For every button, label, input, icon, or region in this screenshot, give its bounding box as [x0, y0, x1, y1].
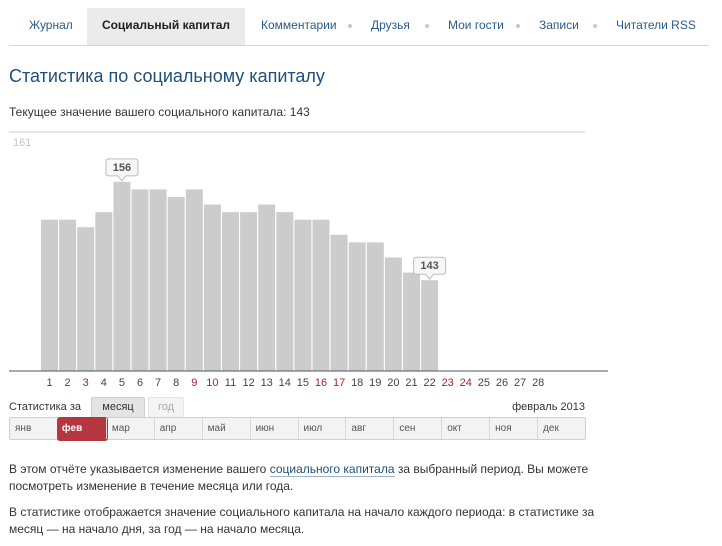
tab-separator-dot: [516, 24, 520, 28]
x-tick-labels: 1 2 3 4 5 6 7 8 9 10 11 12 13 14 15 16 17 18 19 20 21 22 23 24 2…: [46, 377, 544, 389]
x-tick-label: 19: [369, 377, 381, 389]
description-paragraph-1: В этом отчёте указывается изменение ваше…: [9, 461, 599, 495]
x-tick-label: 14: [279, 377, 291, 389]
x-tick-label: 5: [119, 377, 125, 389]
chart-bar-day-12: [240, 212, 258, 371]
x-tick-label: 12: [242, 377, 254, 389]
x-tick-label: 10: [206, 377, 218, 389]
x-tick-label: 21: [405, 377, 417, 389]
tab-comments[interactable]: Комментарии: [261, 18, 337, 32]
month-7[interactable]: июл: [297, 418, 346, 439]
tab-posts[interactable]: Записи: [539, 18, 579, 32]
chart-bar-day-22: [421, 280, 439, 371]
page-title: Статистика по социальному капиталу: [9, 66, 325, 86]
x-tick-label: 9: [191, 377, 197, 389]
period-year-button[interactable]: год: [148, 397, 184, 417]
month-4[interactable]: апр: [153, 418, 202, 439]
peak-value-bubble-shape: [105, 158, 139, 182]
x-tick-label: 7: [155, 377, 161, 389]
chart-bar-day-8: [167, 197, 185, 371]
month-10[interactable]: окт: [441, 418, 489, 439]
bars-group: [41, 181, 439, 371]
x-tick-label: 13: [261, 377, 273, 389]
social-capital-link[interactable]: социального капитала: [269, 462, 395, 477]
month-2[interactable]: фев: [56, 417, 108, 441]
stats-for-label: Статистика за: [9, 401, 81, 413]
last-value-bubble-text: 143: [420, 260, 438, 272]
y-max-label: 161: [13, 137, 31, 149]
chart-bar-day-4: [95, 212, 113, 371]
current-value-text: Текущее значение вашего социального капи…: [9, 105, 310, 119]
x-tick-label: 25: [478, 377, 490, 389]
tab-friends[interactable]: Друзья: [371, 18, 410, 32]
x-tick-label: 17: [333, 377, 345, 389]
chart-bar-day-7: [149, 189, 167, 371]
x-tick-label: 2: [65, 377, 71, 389]
chart-bar-day-5: [113, 181, 131, 371]
description-text: за выбранный период. Вы можете посмотрет…: [9, 462, 589, 493]
last-value-bubble-shape: [413, 256, 447, 281]
month-1[interactable]: янв: [15, 423, 32, 434]
last-value-bubble: 143: [413, 256, 447, 281]
month-5[interactable]: май: [201, 418, 250, 439]
x-tick-label: 18: [351, 377, 363, 389]
chart-bar-day-10: [203, 204, 221, 371]
chart-bar-day-13: [258, 204, 276, 371]
x-tick-label: 26: [496, 377, 508, 389]
social-capital-chart: 161 1 2 3 4 5 6 7 8 9 10 11 12 13 14 15 16 17 18 19 20 21 22 2…: [9, 131, 608, 389]
x-tick-label: 16: [315, 377, 327, 389]
tab-journal[interactable]: Журнал: [29, 18, 73, 32]
x-tick-label: 1: [46, 377, 52, 389]
chart-bar-day-3: [77, 227, 95, 371]
peak-value-bubble: 156: [105, 158, 139, 182]
chart-bar-day-6: [131, 189, 149, 371]
x-tick-label: 27: [514, 377, 526, 389]
chart-bar-day-14: [276, 212, 294, 371]
value-bubbles: 156 143: [105, 158, 447, 281]
month-12[interactable]: дек: [537, 418, 585, 439]
period-month-button[interactable]: месяц: [91, 397, 145, 417]
tab-separator-dot: [425, 24, 429, 28]
chart-bar-day-16: [312, 219, 330, 371]
x-tick-label: 11: [225, 377, 236, 389]
description-paragraph-2: В статистике отображается значение социа…: [9, 505, 595, 536]
x-tick-label: 3: [83, 377, 89, 389]
tab-my-guests[interactable]: Мои гости: [448, 18, 504, 32]
chart-bar-day-19: [366, 242, 384, 371]
tab-social-capital[interactable]: Социальный капитал: [87, 8, 245, 45]
chart-bar-day-20: [384, 257, 402, 371]
chart-bar-day-11: [222, 212, 239, 371]
chart-bar-day-17: [330, 234, 348, 371]
month-3[interactable]: мар: [105, 418, 154, 439]
x-tick-label: 24: [460, 377, 472, 389]
x-tick-label: 4: [101, 377, 107, 389]
peak-value-bubble-text: 156: [113, 162, 131, 174]
chart-bar-day-18: [348, 242, 366, 371]
tab-separator-dot: [348, 24, 352, 28]
month-9[interactable]: сен: [393, 418, 441, 439]
current-period-label: февраль 2013: [512, 401, 585, 413]
month-6[interactable]: июн: [249, 418, 298, 439]
description-text: В этом отчёте указывается изменение ваше…: [9, 462, 270, 476]
x-tick-label: 22: [423, 377, 435, 389]
x-tick-label: 6: [137, 377, 143, 389]
x-tick-label: 20: [387, 377, 399, 389]
month-8[interactable]: авг: [345, 418, 393, 439]
month-selector: янв фев мар апр май июн июл авг сен окт ноя дек: [9, 417, 586, 441]
chart-bar-day-9: [185, 189, 203, 371]
x-tick-label: 15: [297, 377, 309, 389]
x-tick-label: 28: [532, 377, 544, 389]
chart-bar-day-21: [403, 272, 420, 371]
top-tabs: Журнал Социальный капитал Комментарии Др…: [9, 8, 709, 46]
tab-rss-readers[interactable]: Читатели RSS: [616, 18, 696, 32]
chart-bar-day-1: [41, 219, 58, 371]
tab-separator-dot: [593, 24, 597, 28]
chart-bar-day-15: [294, 219, 312, 371]
chart-bar-day-2: [59, 219, 77, 371]
x-tick-label: 8: [173, 377, 179, 389]
month-11[interactable]: ноя: [489, 418, 537, 439]
x-tick-label: 23: [442, 377, 454, 389]
